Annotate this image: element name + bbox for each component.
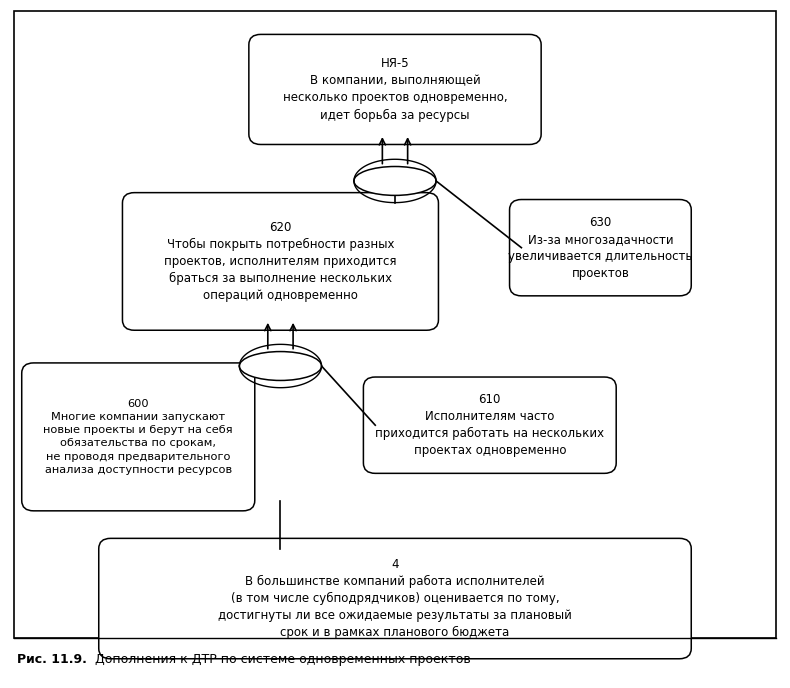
Text: НЯ-5
В компании, выполняющей
несколько проектов одновременно,
идет борьба за рес: НЯ-5 В компании, выполняющей несколько п… bbox=[283, 57, 507, 122]
Text: Рис. 11.9.: Рис. 11.9. bbox=[17, 653, 87, 665]
Text: Дополнения к ДТР по системе одновременных проектов: Дополнения к ДТР по системе одновременны… bbox=[91, 653, 471, 665]
Text: 620
Чтобы покрыть потребности разных
проектов, исполнителям приходится
браться з: 620 Чтобы покрыть потребности разных про… bbox=[164, 221, 397, 302]
FancyBboxPatch shape bbox=[122, 193, 438, 330]
FancyBboxPatch shape bbox=[99, 538, 691, 659]
FancyBboxPatch shape bbox=[363, 377, 616, 473]
Text: 630
Из-за многозадачности
увеличивается длительность
проектов: 630 Из-за многозадачности увеличивается … bbox=[508, 215, 693, 280]
Text: 600
Многие компании запускают
новые проекты и берут на себя
обязательства по сро: 600 Многие компании запускают новые прое… bbox=[43, 399, 233, 475]
Ellipse shape bbox=[354, 166, 436, 195]
FancyBboxPatch shape bbox=[249, 34, 541, 144]
FancyBboxPatch shape bbox=[21, 363, 254, 510]
Text: 610
Исполнителям часто
приходится работать на нескольких
проектах одновременно: 610 Исполнителям часто приходится работа… bbox=[375, 393, 604, 458]
Text: 4
В большинстве компаний работа исполнителей
(в том числе субподрядчиков) оценив: 4 В большинстве компаний работа исполнит… bbox=[218, 558, 572, 639]
Ellipse shape bbox=[239, 352, 322, 380]
FancyBboxPatch shape bbox=[510, 200, 691, 296]
